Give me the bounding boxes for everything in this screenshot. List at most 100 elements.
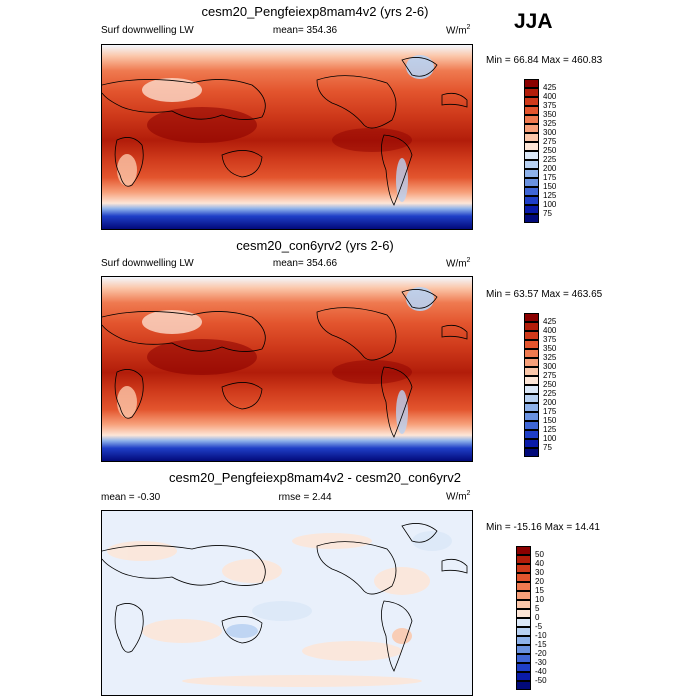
colorbar-tick-label: 250 bbox=[543, 380, 557, 389]
colorbar-tick-label: -15 bbox=[535, 640, 547, 649]
colorbar-tick-label: 0 bbox=[535, 613, 540, 622]
panel2-title: cesm20_con6yrv2 (yrs 2-6) bbox=[236, 238, 394, 253]
panel1-colorbar: 425 400 375 350 325 300 275 250 225 200 175 150 125 1… bbox=[524, 79, 574, 223]
colorbar-tick-label: -50 bbox=[535, 676, 547, 685]
colorbar-tick-label: 125 bbox=[543, 191, 557, 200]
colorbar-swatch bbox=[524, 421, 539, 430]
colorbar-tick-label: 200 bbox=[543, 164, 557, 173]
panel2-minmax: Min = 63.57 Max = 463.65 bbox=[486, 289, 603, 300]
colorbar-tick-label: -40 bbox=[535, 667, 547, 676]
colorbar-tick-label: 300 bbox=[543, 362, 557, 371]
colorbar-swatch bbox=[516, 564, 531, 573]
panel2-map bbox=[101, 276, 473, 462]
colorbar-tick-label: 275 bbox=[543, 371, 557, 380]
colorbar-swatch bbox=[524, 178, 539, 187]
colorbar-tick-label: 425 bbox=[543, 317, 557, 326]
colorbar-swatch bbox=[516, 672, 531, 681]
colorbar-swatch bbox=[516, 591, 531, 600]
colorbar-swatch bbox=[524, 79, 539, 88]
panel1-mean-label: mean= 354.36 bbox=[272, 25, 338, 36]
colorbar-swatch bbox=[524, 385, 539, 394]
panel3-title: cesm20_Pengfeiexp8mam4v2 - cesm20_con6yr… bbox=[169, 470, 461, 485]
panel1-map bbox=[101, 44, 473, 230]
colorbar-swatch bbox=[516, 618, 531, 627]
panel1-units: W/m2 bbox=[446, 24, 471, 37]
colorbar-swatch bbox=[524, 412, 539, 421]
colorbar-swatch bbox=[524, 331, 539, 340]
panel2-colorbar: 425 400 375 350 325 300 275 250 225 200 175 150 125 1… bbox=[524, 313, 574, 457]
colorbar-tick-label: 125 bbox=[543, 425, 557, 434]
colorbar-swatch bbox=[524, 349, 539, 358]
colorbar-swatch bbox=[524, 133, 539, 142]
panel3-colorbar: 50 40 30 20 15 10 5 0 -5 -10 -15 -20 -30 -40 -50 bbox=[516, 546, 566, 690]
colorbar-tick-label: 5 bbox=[535, 604, 540, 613]
panel2-mean-label: mean= 354.66 bbox=[272, 258, 338, 269]
colorbar-tick-label: 20 bbox=[535, 577, 544, 586]
colorbar-tick-label: 250 bbox=[543, 146, 557, 155]
colorbar-swatch bbox=[516, 600, 531, 609]
season-label: JJA bbox=[514, 10, 553, 33]
panel2-variable-label: Surf downwelling LW bbox=[101, 258, 194, 269]
colorbar-tick-label: 150 bbox=[543, 182, 557, 191]
colorbar-tick-label: 40 bbox=[535, 559, 544, 568]
colorbar-swatch bbox=[524, 358, 539, 367]
colorbar-swatch bbox=[524, 97, 539, 106]
colorbar-swatch bbox=[524, 205, 539, 214]
colorbar-tick-label: 375 bbox=[543, 335, 557, 344]
colorbar-swatch bbox=[524, 313, 539, 322]
colorbar-swatch bbox=[524, 115, 539, 124]
colorbar-swatch bbox=[516, 573, 531, 582]
colorbar-tick-label: 75 bbox=[543, 209, 552, 218]
colorbar-swatch bbox=[516, 546, 531, 555]
colorbar-tick-label: -10 bbox=[535, 631, 547, 640]
colorbar-tick-label: 325 bbox=[543, 119, 557, 128]
colorbar-tick-label: 50 bbox=[535, 550, 544, 559]
colorbar-tick-label: 325 bbox=[543, 353, 557, 362]
colorbar-swatch bbox=[516, 627, 531, 636]
colorbar-swatch bbox=[516, 555, 531, 564]
colorbar-swatch bbox=[524, 196, 539, 205]
colorbar-tick-label: -30 bbox=[535, 658, 547, 667]
colorbar-tick-label: 100 bbox=[543, 200, 557, 209]
colorbar-swatch bbox=[524, 106, 539, 115]
colorbar-swatch bbox=[524, 187, 539, 196]
colorbar-swatch bbox=[516, 609, 531, 618]
colorbar-swatch bbox=[516, 582, 531, 591]
panel1-variable-label: Surf downwelling LW bbox=[101, 25, 194, 36]
panel1-title: cesm20_Pengfeiexp8mam4v2 (yrs 2-6) bbox=[201, 4, 429, 19]
panel3-minmax: Min = -15.16 Max = 14.41 bbox=[486, 522, 600, 533]
colorbar-tick-label: 300 bbox=[543, 128, 557, 137]
colorbar-swatch bbox=[524, 214, 539, 223]
colorbar-swatch bbox=[524, 169, 539, 178]
colorbar-tick-label: 15 bbox=[535, 586, 544, 595]
colorbar-tick-label: 425 bbox=[543, 83, 557, 92]
colorbar-swatch bbox=[516, 645, 531, 654]
colorbar-swatch bbox=[524, 448, 539, 457]
colorbar-swatch bbox=[524, 322, 539, 331]
panel1-minmax: Min = 66.84 Max = 460.83 bbox=[486, 55, 603, 66]
colorbar-swatch bbox=[524, 142, 539, 151]
colorbar-swatch bbox=[524, 376, 539, 385]
colorbar-swatch bbox=[524, 403, 539, 412]
colorbar-swatch bbox=[524, 430, 539, 439]
colorbar-swatch bbox=[524, 394, 539, 403]
colorbar-tick-label: 175 bbox=[543, 173, 557, 182]
colorbar-tick-label: 100 bbox=[543, 434, 557, 443]
colorbar-tick-label: 150 bbox=[543, 416, 557, 425]
colorbar-tick-label: 200 bbox=[543, 398, 557, 407]
colorbar-tick-label: 225 bbox=[543, 389, 557, 398]
colorbar-tick-label: 375 bbox=[543, 101, 557, 110]
colorbar-tick-label: 350 bbox=[543, 110, 557, 119]
colorbar-swatch bbox=[524, 340, 539, 349]
colorbar-swatch bbox=[524, 160, 539, 169]
colorbar-tick-label: 350 bbox=[543, 344, 557, 353]
colorbar-tick-label: 30 bbox=[535, 568, 544, 577]
colorbar-tick-label: -5 bbox=[535, 622, 543, 631]
colorbar-swatch bbox=[524, 151, 539, 160]
colorbar-swatch bbox=[524, 439, 539, 448]
colorbar-swatch bbox=[524, 88, 539, 97]
colorbar-swatch bbox=[516, 663, 531, 672]
colorbar-tick-label: 400 bbox=[543, 326, 557, 335]
colorbar-swatch bbox=[524, 367, 539, 376]
colorbar-tick-label: 175 bbox=[543, 407, 557, 416]
